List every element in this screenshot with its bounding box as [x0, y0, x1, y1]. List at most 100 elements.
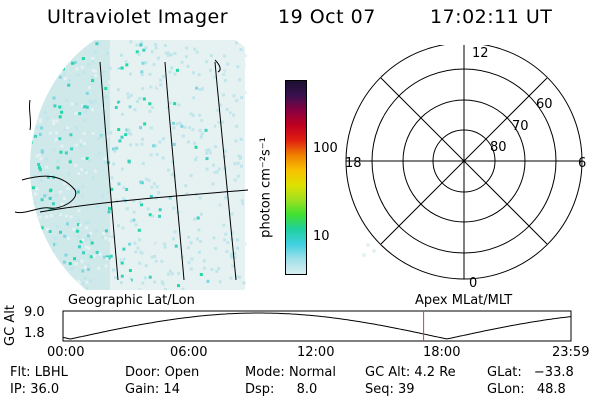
emission-pixel [30, 230, 34, 234]
emission-pixel [161, 285, 165, 289]
emission-pixel [169, 53, 173, 57]
emission-pixel [144, 46, 148, 50]
emission-pixel [68, 262, 72, 266]
emission-pixel [182, 214, 186, 218]
emission-pixel [218, 103, 222, 107]
emission-pixel [30, 227, 34, 231]
emission-pixel [151, 105, 155, 109]
emission-pixel [30, 193, 31, 197]
emission-pixel [66, 186, 70, 190]
emission-pixel [143, 276, 147, 280]
emission-pixel [157, 214, 161, 218]
emission-pixel [37, 153, 41, 157]
emission-pixel [124, 131, 128, 135]
emission-pixel [218, 280, 222, 284]
emission-pixel [85, 226, 89, 230]
emission-pixel [87, 62, 91, 66]
emission-pixel [199, 244, 203, 248]
emission-pixel [86, 267, 90, 271]
emission-pixel [125, 207, 129, 211]
emission-pixel [144, 264, 148, 268]
emission-pixel [91, 56, 95, 60]
emission-pixel [93, 99, 97, 103]
emission-pixel [116, 216, 120, 220]
emission-pixel [158, 140, 162, 144]
emission-pixel [157, 108, 161, 112]
emission-pixel [157, 222, 161, 226]
emission-pixel [130, 262, 134, 266]
emission-pixel [39, 73, 43, 77]
emission-pixel [107, 256, 111, 260]
emission-pixel [36, 234, 40, 238]
emission-pixel [168, 204, 172, 208]
emission-pixel [82, 141, 86, 145]
emission-pixel [214, 145, 218, 149]
emission-pixel [142, 97, 146, 101]
emission-pixel [138, 165, 142, 169]
emission-pixel [38, 168, 42, 172]
emission-pixel [129, 132, 133, 136]
longitude-line [164, 61, 185, 281]
emission-pixel [35, 187, 39, 191]
emission-pixel [120, 261, 124, 265]
emission-pixel [238, 208, 242, 212]
emission-pixel [106, 190, 110, 194]
emission-pixel [30, 218, 31, 222]
emission-pixel [147, 178, 151, 182]
emission-pixel [151, 132, 155, 136]
emission-pixel [58, 105, 62, 109]
instrument-title: Ultraviolet Imager [47, 6, 229, 28]
status-dsp: Dsp: 8.0 [245, 382, 318, 397]
emission-pixel [100, 194, 104, 198]
emission-pixel [189, 99, 193, 103]
emission-pixel [199, 239, 203, 243]
emission-pixel [147, 195, 151, 199]
emission-pixel [215, 269, 219, 273]
emission-pixel [118, 102, 122, 106]
emission-pixel [205, 124, 209, 128]
emission-pixel [201, 161, 205, 165]
emission-pixel [46, 227, 50, 231]
emission-pixel [119, 202, 123, 206]
emission-pixel [107, 238, 111, 242]
emission-pixel [116, 279, 120, 283]
emission-pixel [187, 261, 191, 265]
emission-pixel [175, 172, 179, 176]
emission-pixel [85, 156, 89, 160]
emission-pixel [132, 195, 136, 199]
timeline-ytick-bottom: 1.8 [24, 326, 45, 341]
emission-pixel [216, 108, 220, 112]
emission-pixel [59, 150, 63, 154]
emission-pixel [20, 108, 23, 111]
emission-pixel [228, 111, 232, 115]
emission-pixel [200, 248, 204, 252]
emission-pixel [114, 276, 118, 280]
emission-pixel [39, 157, 43, 161]
emission-pixel [87, 86, 91, 90]
emission-pixel [55, 131, 59, 135]
emission-pixel [46, 78, 50, 82]
emission-pixel [40, 149, 44, 153]
emission-pixel [194, 158, 198, 162]
emission-pixel [24, 62, 27, 65]
emission-pixel [109, 131, 113, 135]
emission-pixel [46, 175, 50, 179]
emission-pixel [53, 236, 57, 240]
emission-pixel [85, 91, 89, 95]
observation-time: 17:02:11 UT [430, 6, 553, 28]
emission-pixel [161, 63, 165, 67]
emission-pixel [210, 96, 214, 100]
emission-pixel [197, 228, 201, 232]
emission-pixel [59, 70, 63, 74]
emission-pixel [23, 51, 26, 54]
emission-pixel [233, 178, 237, 182]
emission-pixel [46, 255, 50, 259]
emission-pixel [235, 124, 239, 128]
emission-pixel [65, 126, 69, 130]
emission-pixel [77, 281, 81, 285]
emission-pixel [162, 218, 166, 222]
emission-pixel [32, 273, 36, 277]
emission-pixel [159, 185, 163, 189]
emission-pixel [170, 272, 174, 276]
emission-pixel [58, 264, 62, 268]
